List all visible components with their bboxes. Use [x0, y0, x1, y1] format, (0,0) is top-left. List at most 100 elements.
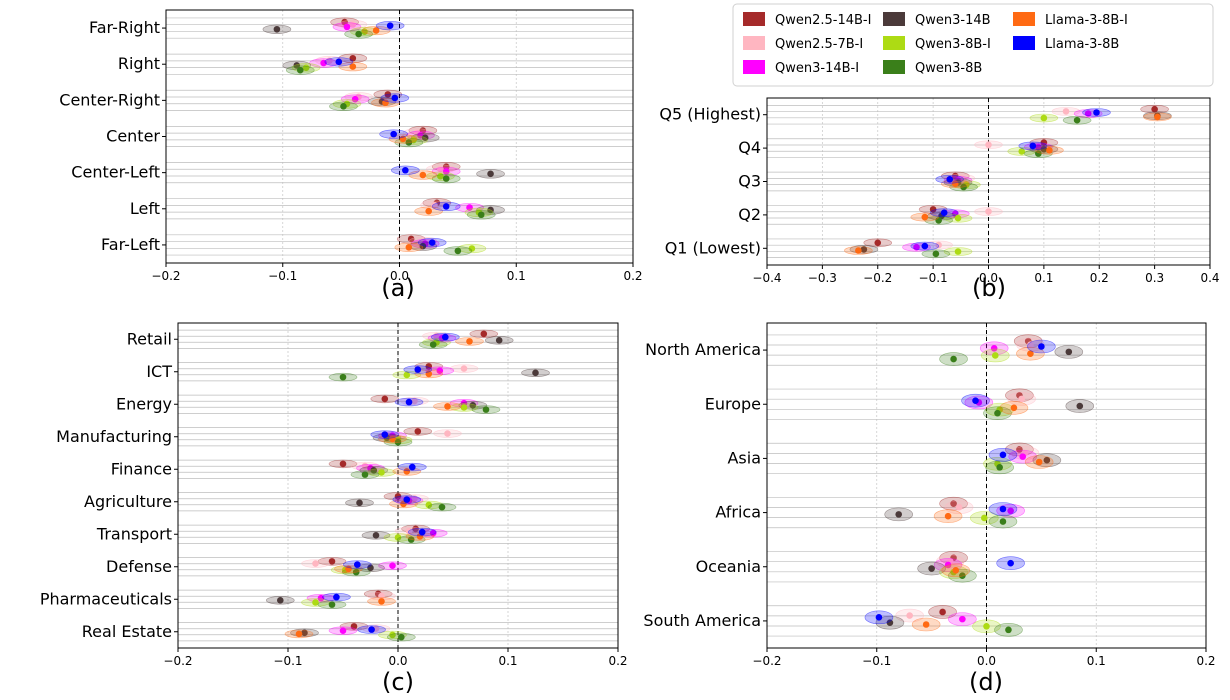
data-point — [939, 608, 946, 616]
data-point — [414, 366, 422, 373]
category-label: Right — [118, 54, 160, 73]
data-point — [296, 66, 304, 74]
data-point — [349, 63, 357, 70]
legend: Qwen2.5-14B-I Qwen2.5-7B-I Qwen3-14B-I Qwen… — [732, 3, 1214, 87]
data-point — [985, 208, 992, 215]
data-point — [990, 344, 998, 352]
data-point — [402, 166, 409, 174]
data-point — [1018, 395, 1025, 403]
category-label: Africa — [715, 503, 761, 522]
data-point — [414, 428, 422, 435]
data-point — [952, 567, 960, 574]
panel-3: −0.2 −0.1 0.0 0.1 0.2 Retail ICT Energy Manufact… — [40, 322, 628, 696]
data-point — [1005, 626, 1012, 634]
data-point — [438, 503, 446, 511]
data-point — [460, 404, 468, 411]
data-point — [378, 469, 385, 476]
data-point — [1062, 108, 1070, 115]
plot-frame — [766, 322, 1207, 649]
legend-label: Llama-3-8B-I — [1045, 13, 1128, 28]
data-point — [954, 214, 962, 222]
category-label: Asia — [727, 448, 761, 467]
x-tick-label: 0.1 — [1087, 654, 1106, 668]
x-tick-label: 0.2 — [1090, 271, 1109, 285]
data-point — [532, 369, 539, 377]
data-point — [469, 402, 477, 409]
plot-frame — [177, 322, 619, 649]
data-point — [335, 58, 343, 66]
data-point — [1027, 350, 1034, 357]
data-point — [1065, 348, 1073, 356]
data-point — [1046, 147, 1053, 154]
legend-swatch — [743, 12, 765, 26]
data-point — [1029, 142, 1037, 150]
data-point — [999, 518, 1007, 525]
data-point — [328, 601, 336, 608]
legend-label: Qwen3-8B — [915, 61, 982, 76]
data-point — [378, 598, 385, 605]
legend-label: Qwen2.5-7B-I — [775, 37, 863, 52]
x-tick-label: −0.1 — [862, 654, 891, 668]
data-point — [946, 175, 954, 183]
category-label: Q3 — [738, 172, 761, 191]
data-point — [994, 409, 1001, 417]
data-point — [405, 244, 413, 251]
data-point — [454, 247, 462, 255]
x-tick-label: 0.2 — [623, 269, 642, 283]
data-point — [382, 99, 389, 107]
data-point — [985, 141, 992, 149]
category-label: Far-Left — [101, 235, 160, 254]
data-point — [466, 338, 473, 345]
data-point — [480, 330, 488, 338]
data-point — [419, 242, 427, 250]
category-label: North America — [645, 340, 761, 359]
data-point — [944, 512, 952, 520]
data-point — [389, 562, 396, 569]
data-point — [411, 397, 418, 405]
data-point — [466, 204, 473, 211]
data-point — [1040, 114, 1048, 122]
x-tick-label: 0.1 — [498, 654, 517, 668]
data-point — [390, 130, 397, 138]
legend-label: Llama-3-8B — [1045, 37, 1119, 52]
data-point — [394, 438, 402, 446]
data-point — [921, 242, 929, 250]
legend-frame — [732, 3, 1214, 87]
data-point — [1073, 116, 1081, 124]
data-point — [312, 599, 319, 606]
x-tick-label: −0.2 — [752, 654, 781, 668]
data-point — [343, 23, 351, 31]
legend-label: Qwen3-8B-I — [915, 37, 991, 52]
category-label: Q2 — [738, 205, 761, 224]
legend-label: Qwen3-14B — [915, 13, 991, 28]
x-tick-label: 0.2 — [608, 654, 627, 668]
legend-swatch — [883, 36, 905, 50]
data-point — [955, 503, 963, 511]
data-point — [409, 463, 416, 471]
data-point — [381, 395, 389, 403]
data-point — [372, 27, 380, 34]
category-label: Q4 — [738, 138, 761, 157]
data-point — [981, 514, 988, 522]
category-label: Center-Left — [71, 163, 160, 182]
category-label: Center — [106, 127, 160, 146]
legend-swatch — [1013, 12, 1035, 26]
data-point — [399, 135, 407, 143]
legend-label: Qwen3-14B-I — [775, 61, 859, 76]
data-point — [320, 59, 327, 67]
x-tick-label: −0.1 — [268, 269, 297, 283]
category-label: Europe — [705, 394, 761, 413]
data-point — [950, 355, 957, 363]
data-point — [1154, 113, 1161, 121]
category-label: Left — [130, 199, 160, 218]
data-point — [906, 612, 913, 619]
data-point — [444, 430, 451, 437]
data-point — [959, 615, 966, 623]
data-point — [328, 558, 336, 565]
x-tick-label: −0.2 — [151, 269, 180, 283]
category-label: Q1 (Lowest) — [665, 238, 761, 257]
data-point — [1093, 109, 1100, 116]
panel-2: −0.4 −0.3 −0.2 −0.1 0.0 0.1 0.2 0.3 0.4 Q5 (Highe… — [659, 97, 1220, 302]
